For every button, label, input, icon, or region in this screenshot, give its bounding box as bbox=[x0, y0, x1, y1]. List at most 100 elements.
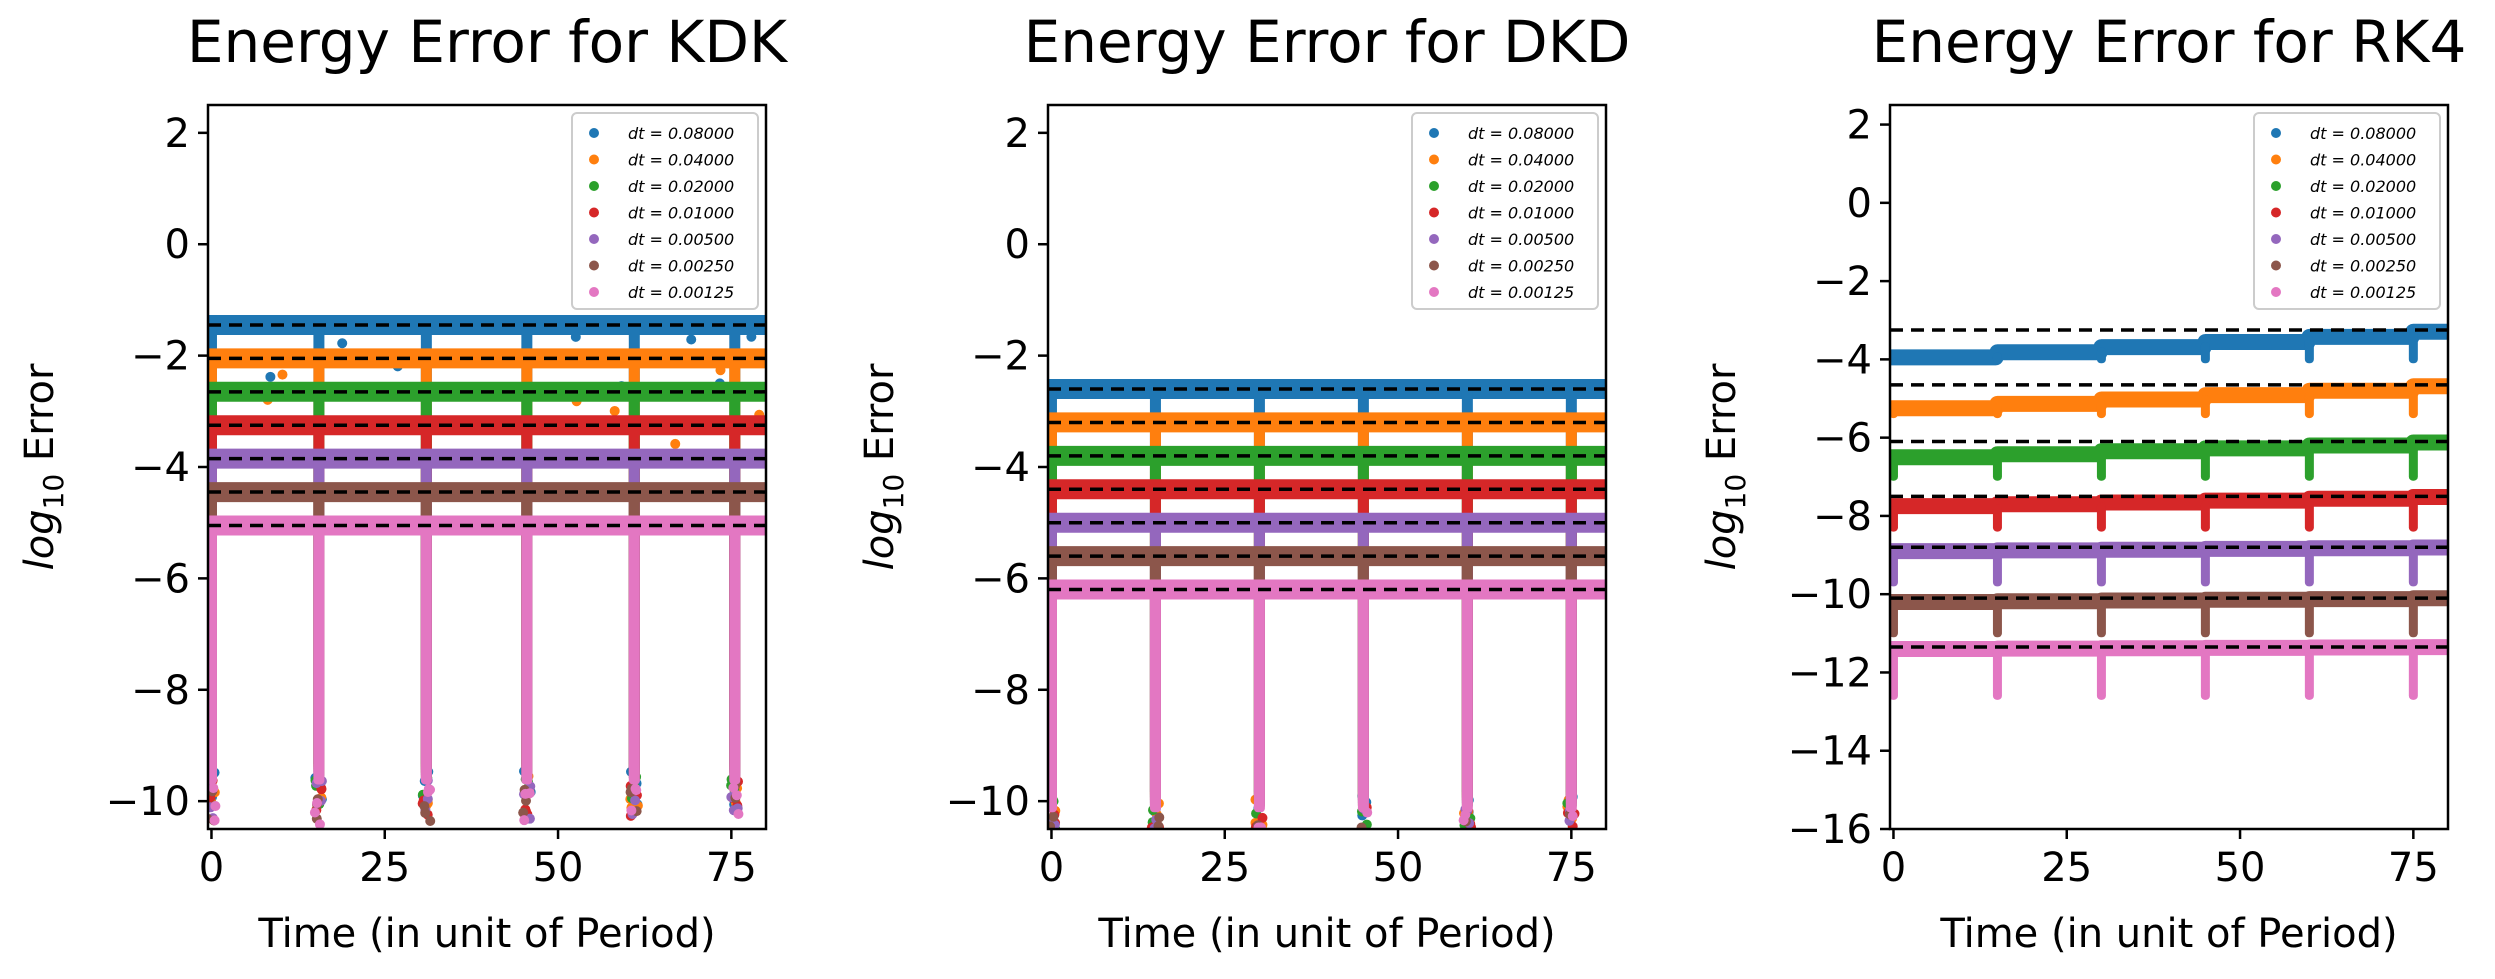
series-2 bbox=[1890, 378, 2448, 419]
legend-marker bbox=[589, 207, 599, 218]
legend-label: dt = 0.00500 bbox=[628, 230, 734, 249]
series-dip bbox=[420, 525, 432, 785]
legend-frame bbox=[1411, 112, 1599, 310]
scatter-point bbox=[314, 819, 325, 829]
y-label-subscript: 10 bbox=[1719, 474, 1752, 510]
y-axis-label: log10 Error bbox=[1699, 363, 1752, 570]
scatter-point bbox=[1564, 829, 1574, 839]
scatter-point bbox=[1154, 812, 1165, 823]
series-dip bbox=[2408, 547, 2418, 587]
series-dip bbox=[1253, 589, 1265, 813]
series-6 bbox=[1048, 546, 1606, 850]
x-tick-label: 75 bbox=[2388, 845, 2439, 891]
series-dip bbox=[1565, 589, 1577, 813]
x-tick-label: 0 bbox=[1881, 845, 1906, 891]
series-dip bbox=[1149, 589, 1161, 813]
legend-label: dt = 0.08000 bbox=[2310, 124, 2416, 143]
y-tick-label: −4 bbox=[971, 445, 1030, 491]
x-tick-label: 75 bbox=[1546, 845, 1597, 891]
x-tick-label: 50 bbox=[1373, 845, 1424, 891]
series-dip bbox=[2304, 548, 2314, 587]
series-6 bbox=[208, 482, 766, 827]
plot-area bbox=[208, 315, 766, 829]
scatter-point bbox=[570, 331, 581, 342]
legend-marker bbox=[589, 234, 599, 244]
plot-area bbox=[1048, 379, 1606, 854]
series-dip bbox=[1992, 648, 2002, 700]
series-dip bbox=[2304, 336, 2314, 364]
y-tick-label: −6 bbox=[1813, 416, 1872, 462]
scatter-point bbox=[1356, 838, 1366, 848]
legend: dt = 0.08000 dt = 0.04000 dt = 0.02000 dt =… bbox=[1411, 112, 1599, 310]
scatter-point bbox=[1048, 811, 1059, 822]
legend-marker bbox=[2271, 260, 2281, 271]
scatter-point bbox=[1355, 837, 1365, 847]
y-label-base: log bbox=[857, 509, 903, 570]
legend-marker bbox=[2271, 287, 2281, 297]
scatter-point bbox=[1462, 844, 1472, 854]
legend-label: dt = 0.01000 bbox=[1468, 204, 1574, 223]
series-dip bbox=[1992, 504, 2002, 532]
y-axis-label: log10 Error bbox=[17, 363, 70, 570]
scatter-point bbox=[1567, 811, 1578, 822]
x-axis-label: Time (in unit of Period) bbox=[257, 911, 715, 957]
series-dip bbox=[2200, 500, 2210, 532]
scatter-point bbox=[425, 816, 436, 827]
scatter-point bbox=[1255, 833, 1265, 843]
y-tick-label: 0 bbox=[1005, 222, 1030, 268]
scatter-point bbox=[519, 815, 530, 826]
series-dip bbox=[521, 525, 533, 785]
x-tick-label: 25 bbox=[1199, 845, 1250, 891]
y-label-suffix: Error bbox=[1699, 363, 1745, 474]
legend-label: dt = 0.04000 bbox=[1468, 151, 1574, 170]
y-tick-label: −2 bbox=[1813, 259, 1872, 305]
legend-marker bbox=[2271, 128, 2281, 138]
legend-marker bbox=[1429, 287, 1439, 297]
y-tick-label: −14 bbox=[1788, 729, 1872, 775]
series-dip bbox=[1992, 601, 2002, 638]
y-tick-label: 2 bbox=[1005, 111, 1030, 157]
legend-label: dt = 0.04000 bbox=[628, 151, 734, 170]
series-1 bbox=[1890, 323, 2448, 366]
legend-marker bbox=[1429, 154, 1439, 165]
scatter-point bbox=[309, 807, 320, 818]
series-dip bbox=[2200, 342, 2210, 364]
y-tick-label: 0 bbox=[1847, 181, 1872, 227]
y-tick-label: −16 bbox=[1788, 807, 1872, 853]
series-7 bbox=[1048, 579, 1606, 854]
legend-label: dt = 0.00125 bbox=[1468, 283, 1574, 302]
scatter-point bbox=[715, 365, 726, 376]
x-tick-label: 0 bbox=[199, 845, 224, 891]
series-dip bbox=[2096, 600, 2106, 638]
scatter-point bbox=[1153, 833, 1163, 843]
scatter-point bbox=[277, 369, 288, 380]
y-tick-label: −12 bbox=[1788, 650, 1872, 696]
scatter-point bbox=[1362, 807, 1373, 818]
legend-marker bbox=[589, 260, 599, 271]
legend-frame bbox=[571, 112, 759, 310]
series-dip bbox=[208, 525, 217, 785]
legend-marker bbox=[1429, 181, 1439, 191]
scatter-point bbox=[1460, 833, 1470, 843]
scatter-point bbox=[1257, 836, 1267, 846]
legend-marker bbox=[589, 287, 599, 297]
scatter-point bbox=[337, 338, 348, 349]
series-dip bbox=[2304, 498, 2314, 532]
legend-marker bbox=[589, 181, 599, 191]
legend-marker bbox=[2271, 154, 2281, 165]
y-tick-label: −6 bbox=[971, 556, 1030, 602]
legend-label: dt = 0.00250 bbox=[2310, 257, 2416, 276]
legend-marker bbox=[589, 154, 599, 165]
series-dip bbox=[1890, 457, 1898, 481]
y-tick-label: 2 bbox=[1847, 103, 1872, 149]
legend-label: dt = 0.00250 bbox=[628, 257, 734, 276]
series-7 bbox=[1890, 639, 2448, 700]
scatter-point bbox=[1361, 840, 1371, 850]
y-tick-label: −8 bbox=[971, 668, 1030, 714]
series-dip bbox=[1992, 454, 2002, 481]
series-dip bbox=[2096, 549, 2106, 587]
chart-title: Energy Error for RK4 bbox=[1872, 8, 2467, 76]
scatter-point bbox=[630, 783, 641, 794]
series-dip bbox=[313, 525, 325, 785]
